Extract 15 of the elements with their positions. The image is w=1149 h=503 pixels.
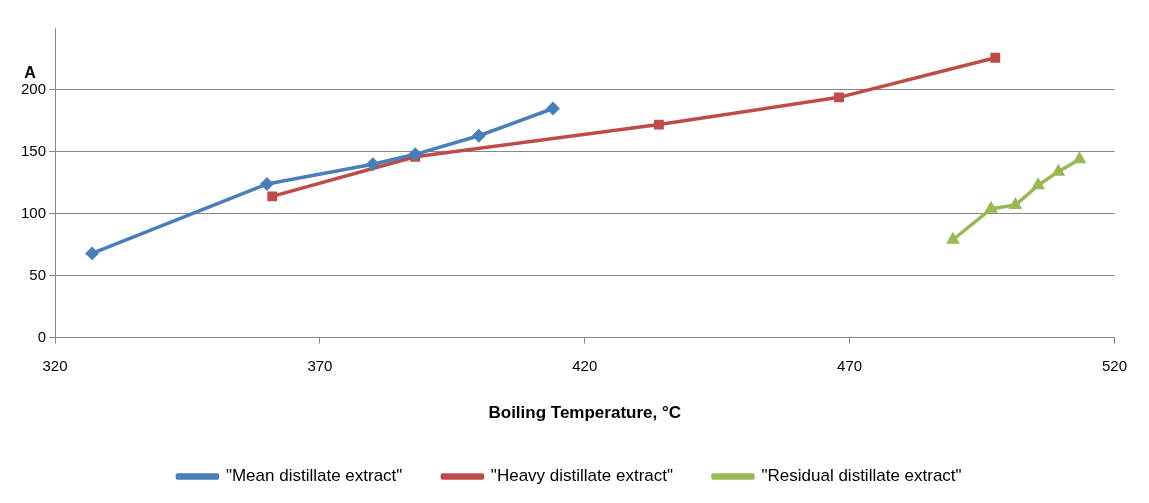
x-tick-label: 370 <box>307 356 333 374</box>
x-tick-label: 320 <box>42 356 68 374</box>
y-tick-label: 150 <box>21 141 47 159</box>
legend-label: "Mean distillate extract" <box>225 466 403 486</box>
y-tick-label: 0 <box>37 327 47 345</box>
x-axis-title: Boiling Temperature, °C <box>488 403 682 423</box>
y-tick-label: 200 <box>21 80 47 98</box>
y-axis-title: A <box>24 64 37 82</box>
x-tick-label: 420 <box>572 356 598 374</box>
legend-label: "Residual distillate extract" <box>761 466 962 486</box>
y-tick-label: 100 <box>21 203 47 221</box>
y-tick-label: 50 <box>29 265 47 283</box>
x-tick-label: 470 <box>837 356 863 374</box>
legend-label: "Heavy distillate extract" <box>490 466 674 486</box>
x-tick-label: 520 <box>1101 356 1127 374</box>
